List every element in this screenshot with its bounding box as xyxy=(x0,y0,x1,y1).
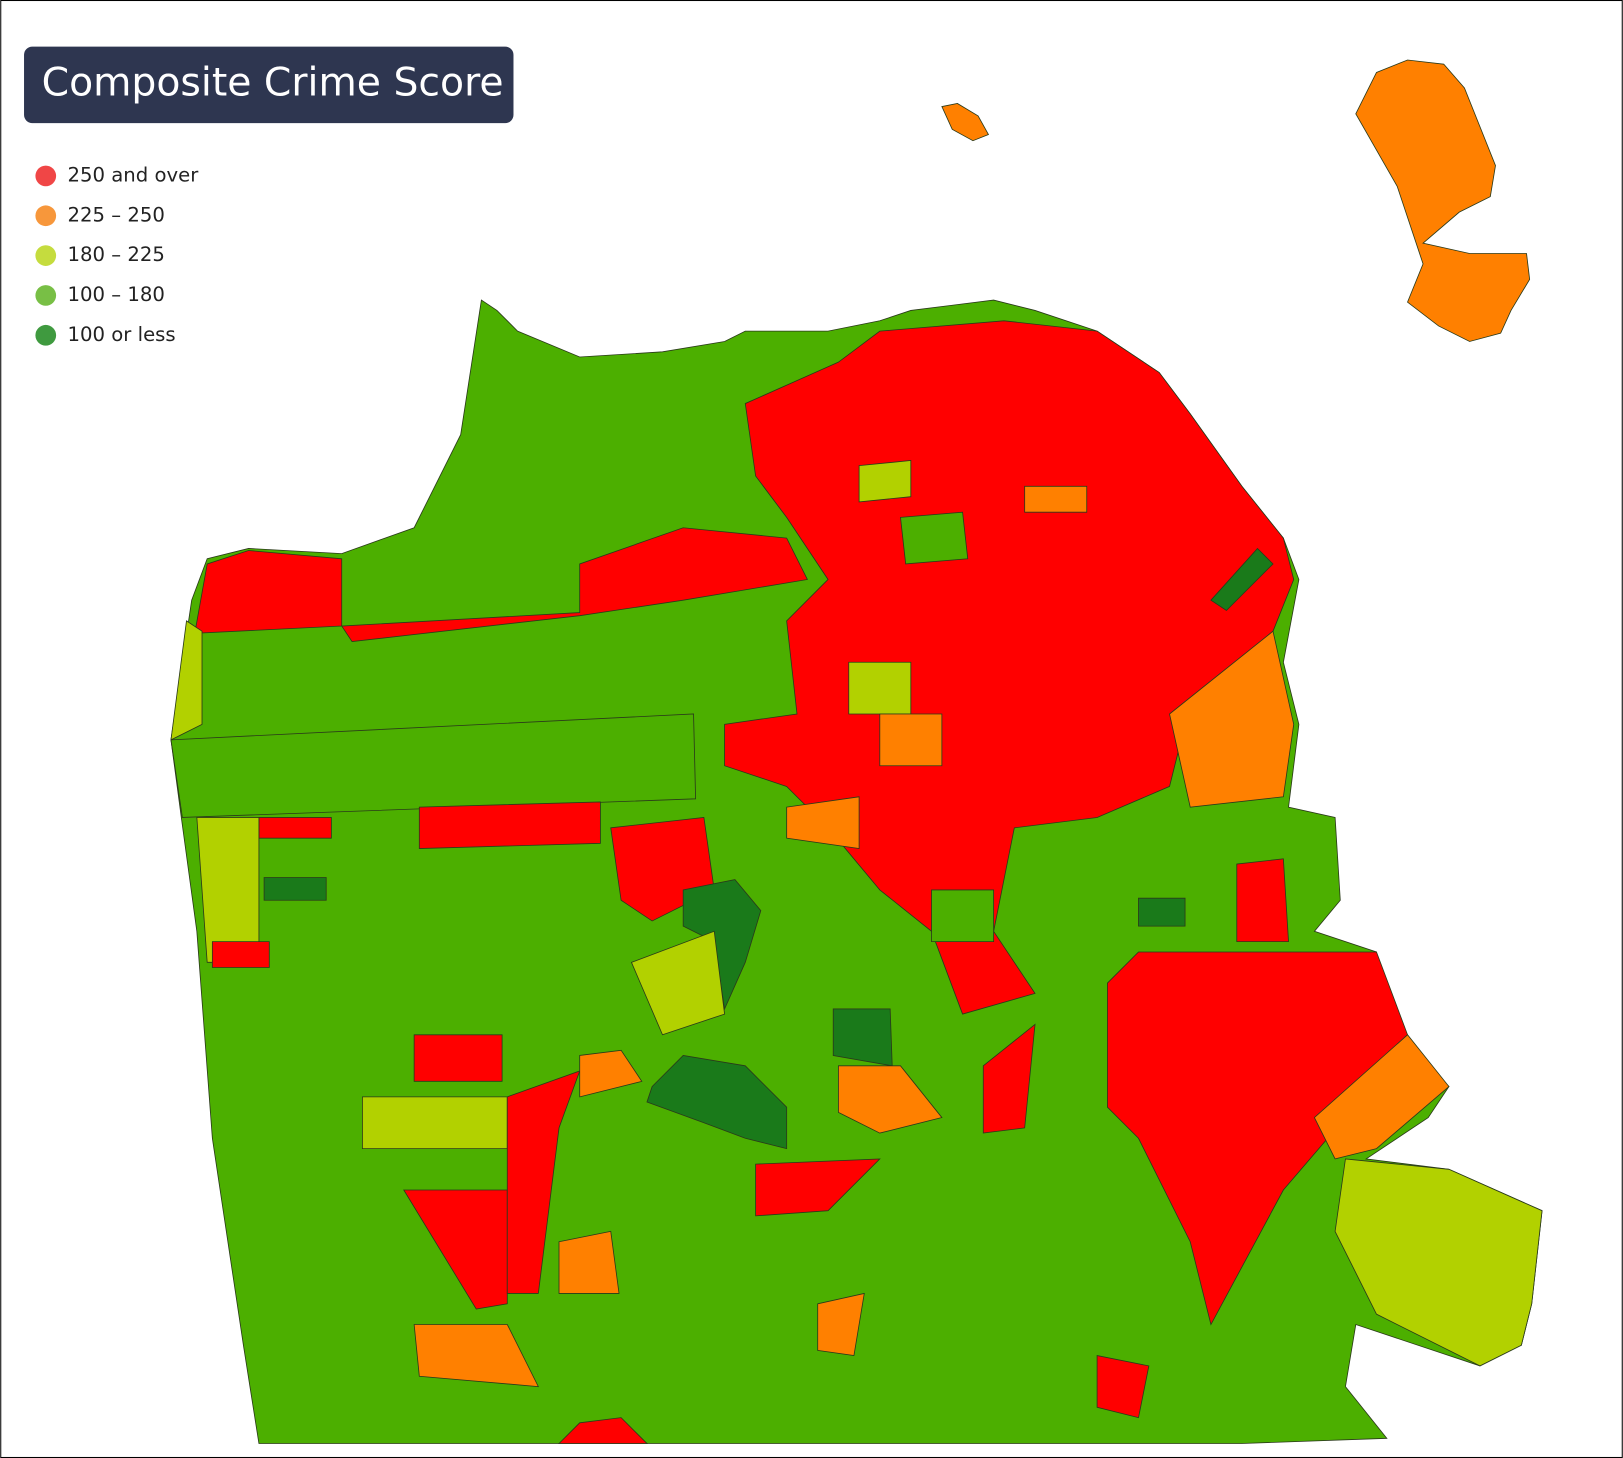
legend-swatch xyxy=(35,285,57,306)
title-box xyxy=(24,46,514,124)
tract xyxy=(413,1034,503,1082)
tract xyxy=(196,817,260,963)
legend-label: 100 – 180 xyxy=(67,283,164,306)
tract xyxy=(1169,630,1295,808)
tract xyxy=(848,661,912,715)
island xyxy=(1355,59,1531,342)
tract xyxy=(413,1324,540,1388)
tract xyxy=(879,713,943,767)
tract xyxy=(837,1065,943,1134)
tract xyxy=(403,1189,508,1310)
legend-swatch xyxy=(35,205,57,227)
tract xyxy=(630,930,726,1036)
tract xyxy=(755,1158,881,1217)
tract xyxy=(506,1070,581,1294)
tract xyxy=(1334,1158,1543,1367)
tract xyxy=(682,879,762,1011)
tract xyxy=(361,1096,508,1150)
tract xyxy=(1210,547,1274,612)
tract xyxy=(211,941,270,968)
tract xyxy=(558,1230,620,1294)
tract xyxy=(258,817,332,839)
tract xyxy=(982,1023,1036,1134)
tract xyxy=(170,620,203,741)
tract xyxy=(646,1055,788,1150)
legend-swatch xyxy=(35,245,57,266)
legend-label: 100 or less xyxy=(67,323,175,346)
tract xyxy=(832,1008,893,1067)
legend-label: 180 – 225 xyxy=(67,243,164,266)
tract xyxy=(579,1049,643,1098)
tract xyxy=(1096,1355,1150,1419)
island xyxy=(941,103,990,142)
legend-swatch xyxy=(35,324,57,346)
legend-label: 225 – 250 xyxy=(67,203,164,226)
tract xyxy=(1313,1034,1450,1160)
tract xyxy=(931,889,995,943)
tract xyxy=(194,550,343,634)
tract xyxy=(1024,485,1088,513)
tract xyxy=(1107,951,1408,1326)
tract xyxy=(786,796,860,849)
tract xyxy=(900,511,969,565)
title: Composite Crime Score xyxy=(42,60,504,105)
park xyxy=(170,713,697,818)
tract xyxy=(418,801,601,849)
map-shapes xyxy=(170,59,1543,1444)
tract xyxy=(1138,897,1186,927)
tract xyxy=(340,527,808,643)
tract xyxy=(858,460,912,503)
legend: 250 and over 225 – 250 180 – 225 100 – 180 1… xyxy=(35,163,199,346)
legend-label: 250 and over xyxy=(67,163,199,186)
tract xyxy=(263,877,327,901)
tract xyxy=(1236,858,1289,943)
tract xyxy=(817,1292,865,1357)
tract xyxy=(558,1417,648,1444)
legend-swatch xyxy=(35,165,57,187)
